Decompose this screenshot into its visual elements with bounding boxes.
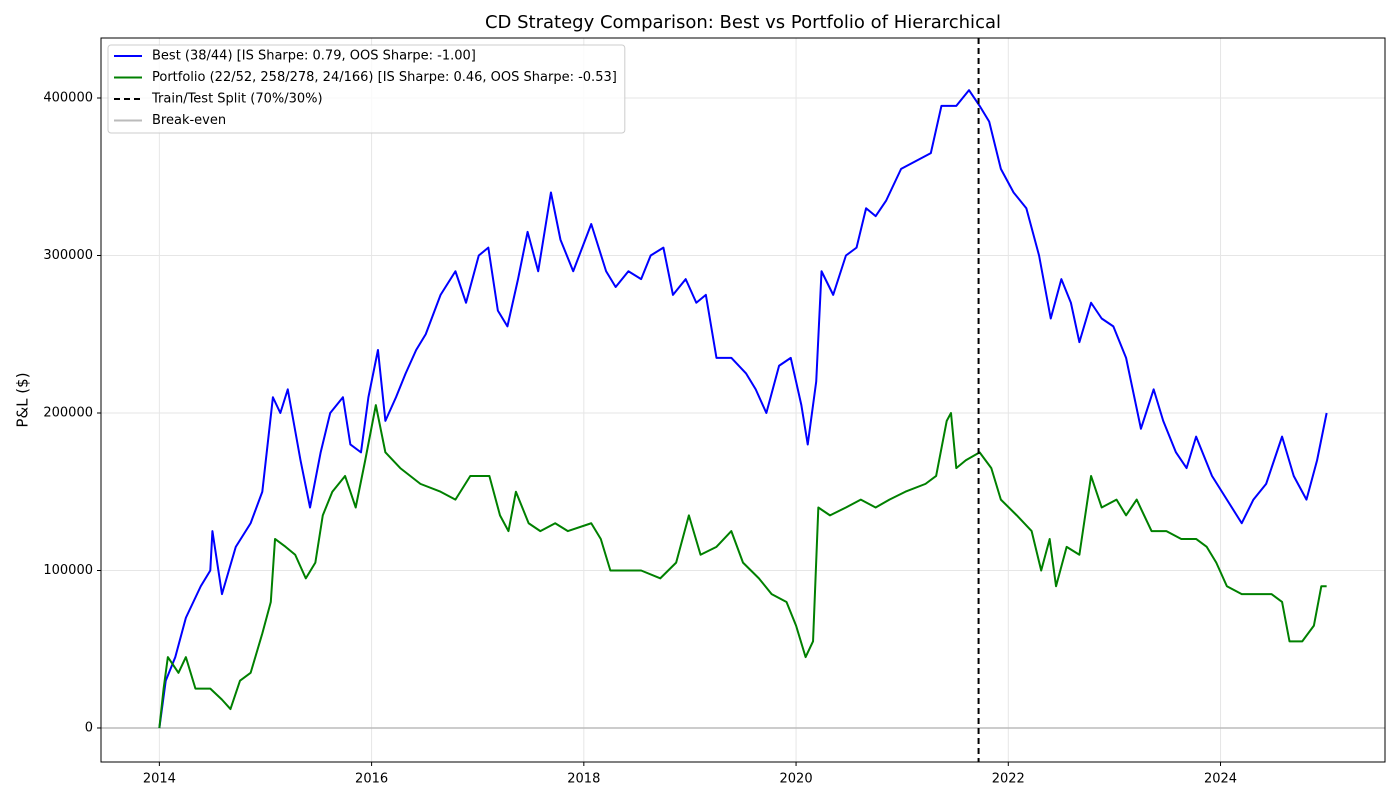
x-tick-label: 2024 (1204, 772, 1237, 787)
y-axis-label: P&L ($) (14, 372, 32, 427)
legend: Best (38/44) [IS Sharpe: 0.79, OOS Sharp… (107, 44, 626, 134)
chart-title: CD Strategy Comparison: Best vs Portfoli… (485, 12, 1001, 33)
axes-frame (100, 37, 1386, 763)
y-tick-label: 300000 (43, 248, 93, 263)
x-tick-label: 2016 (355, 772, 388, 787)
y-tick-label: 0 (85, 720, 93, 735)
x-tick-label: 2020 (780, 772, 813, 787)
legend-label: Best (38/44) [IS Sharpe: 0.79, OOS Sharp… (152, 49, 476, 64)
series-line (158, 89, 1328, 729)
y-tick-label: 400000 (43, 91, 93, 106)
x-tick-label: 2022 (992, 772, 1025, 787)
y-tick-label: 200000 (43, 405, 93, 420)
series-line (158, 404, 1327, 729)
legend-label: Train/Test Split (70%/30%) (151, 92, 323, 107)
x-tick-label: 2018 (567, 772, 600, 787)
legend-label: Portfolio (22/52, 258/278, 24/166) [IS S… (152, 70, 617, 85)
legend-box (107, 44, 626, 134)
legend-label: Break-even (152, 113, 226, 128)
y-tick-label: 100000 (43, 563, 93, 578)
x-tick-label: 2014 (143, 772, 176, 787)
